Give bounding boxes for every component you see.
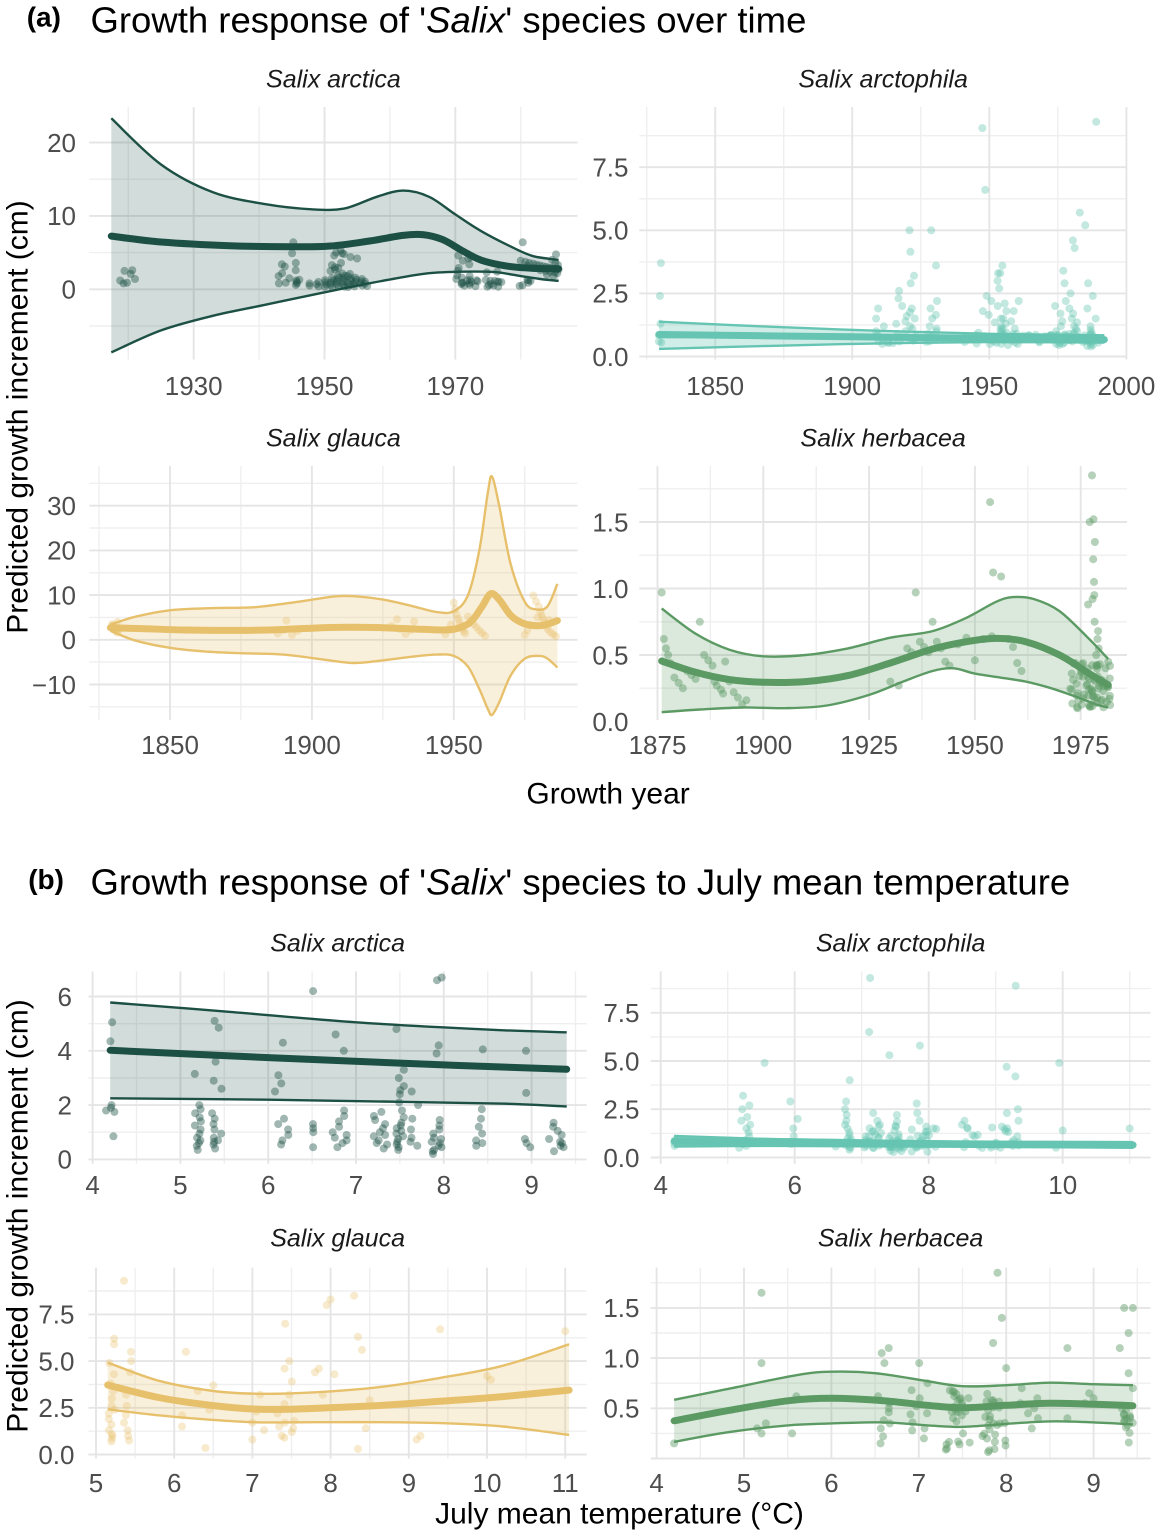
svg-text:Salix arctica: Salix arctica [266, 66, 401, 94]
svg-text:Growth response of 'Salix' spe: Growth response of 'Salix' species to Ju… [91, 862, 1071, 903]
svg-text:8: 8 [437, 1170, 451, 1200]
svg-text:7: 7 [912, 1468, 926, 1498]
svg-text:Growth response of 'Salix' spe: Growth response of 'Salix' species over … [91, 0, 807, 40]
svg-text:5.0: 5.0 [603, 1046, 639, 1076]
svg-text:1930: 1930 [165, 371, 223, 401]
svg-text:30: 30 [47, 491, 76, 521]
svg-text:1970: 1970 [426, 371, 484, 401]
svg-text:0.5: 0.5 [592, 640, 628, 670]
svg-text:4: 4 [649, 1468, 663, 1498]
svg-text:1.5: 1.5 [603, 1293, 639, 1323]
svg-text:7.5: 7.5 [38, 1300, 74, 1330]
svg-text:1850: 1850 [141, 730, 199, 760]
svg-text:4: 4 [58, 1036, 72, 1066]
svg-text:0.0: 0.0 [38, 1440, 74, 1470]
svg-text:1850: 1850 [686, 371, 744, 401]
svg-text:1875: 1875 [629, 730, 687, 760]
svg-text:1950: 1950 [946, 730, 1004, 760]
svg-text:2000: 2000 [1097, 371, 1155, 401]
svg-text:7.5: 7.5 [603, 998, 639, 1028]
svg-text:(b): (b) [28, 864, 64, 895]
svg-text:8: 8 [921, 1170, 935, 1200]
svg-text:9: 9 [402, 1468, 416, 1498]
svg-text:1950: 1950 [960, 371, 1018, 401]
svg-text:5.0: 5.0 [38, 1346, 74, 1376]
svg-text:Salix glauca: Salix glauca [270, 1225, 405, 1253]
svg-text:10: 10 [47, 580, 76, 610]
svg-text:0: 0 [62, 275, 76, 305]
svg-text:10: 10 [473, 1468, 502, 1498]
svg-text:2: 2 [58, 1090, 72, 1120]
svg-text:(a): (a) [27, 1, 61, 32]
svg-text:Predicted growth increment (cm: Predicted growth increment (cm) [2, 200, 35, 633]
svg-text:Salix arctica: Salix arctica [270, 930, 405, 958]
svg-text:6: 6 [167, 1468, 181, 1498]
svg-text:0.0: 0.0 [592, 342, 628, 372]
svg-text:1.0: 1.0 [603, 1343, 639, 1373]
svg-text:1.0: 1.0 [592, 574, 628, 604]
svg-text:1900: 1900 [734, 730, 792, 760]
svg-text:Salix herbacea: Salix herbacea [818, 1225, 983, 1253]
svg-text:5: 5 [173, 1170, 187, 1200]
svg-text:2.5: 2.5 [592, 279, 628, 309]
svg-text:Salix arctophila: Salix arctophila [798, 66, 968, 94]
svg-text:0.0: 0.0 [592, 707, 628, 737]
svg-text:2.5: 2.5 [38, 1393, 74, 1423]
svg-text:6: 6 [787, 1170, 801, 1200]
svg-text:10: 10 [47, 201, 76, 231]
svg-text:1925: 1925 [840, 730, 898, 760]
svg-text:8: 8 [323, 1468, 337, 1498]
svg-text:11: 11 [552, 1468, 579, 1498]
svg-text:5: 5 [89, 1468, 103, 1498]
svg-text:6: 6 [58, 982, 72, 1012]
svg-text:9: 9 [524, 1170, 538, 1200]
svg-text:July mean temperature (°C): July mean temperature (°C) [435, 1498, 804, 1531]
svg-text:7: 7 [245, 1468, 259, 1498]
svg-text:Growth year: Growth year [526, 778, 689, 811]
svg-text:0: 0 [58, 1145, 72, 1175]
svg-text:1.5: 1.5 [592, 507, 628, 537]
svg-text:20: 20 [47, 536, 76, 566]
svg-text:Salix glauca: Salix glauca [266, 425, 401, 453]
svg-text:1975: 1975 [1052, 730, 1110, 760]
svg-text:−10: −10 [32, 670, 76, 700]
svg-text:Predicted growth increment (cm: Predicted growth increment (cm) [2, 999, 35, 1432]
svg-text:4: 4 [85, 1170, 99, 1200]
svg-text:Salix arctophila: Salix arctophila [816, 930, 986, 958]
svg-text:4: 4 [653, 1170, 667, 1200]
svg-text:Salix herbacea: Salix herbacea [800, 425, 965, 453]
svg-text:8: 8 [999, 1468, 1013, 1498]
svg-text:0: 0 [62, 625, 76, 655]
svg-text:5.0: 5.0 [592, 216, 628, 246]
svg-text:10: 10 [1048, 1170, 1077, 1200]
svg-text:7.5: 7.5 [592, 153, 628, 183]
svg-text:1950: 1950 [425, 730, 483, 760]
svg-text:1950: 1950 [296, 371, 354, 401]
svg-text:7: 7 [349, 1170, 363, 1200]
svg-text:20: 20 [47, 128, 76, 158]
svg-text:5: 5 [737, 1468, 751, 1498]
svg-text:1900: 1900 [283, 730, 341, 760]
svg-text:0.0: 0.0 [603, 1143, 639, 1173]
svg-text:2.5: 2.5 [603, 1095, 639, 1125]
svg-text:6: 6 [824, 1468, 838, 1498]
svg-text:1900: 1900 [823, 371, 881, 401]
svg-text:0.5: 0.5 [603, 1394, 639, 1424]
svg-text:9: 9 [1086, 1468, 1100, 1498]
svg-text:6: 6 [261, 1170, 275, 1200]
